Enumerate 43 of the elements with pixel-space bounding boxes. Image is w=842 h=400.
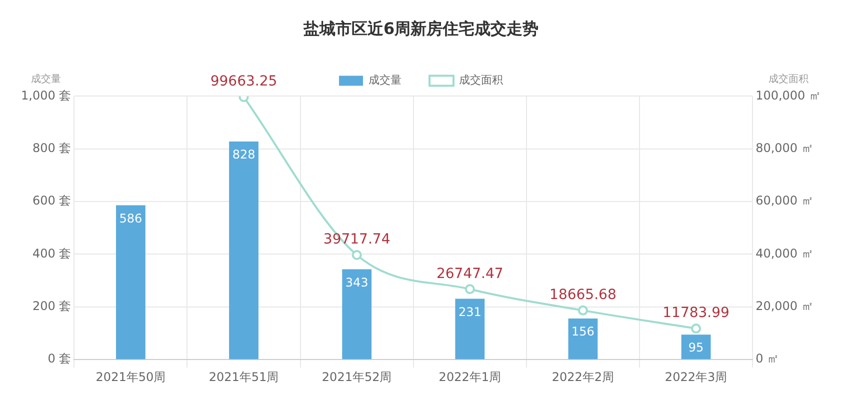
data-label: 95 xyxy=(688,340,704,355)
legend-label: 成交量 xyxy=(368,74,402,87)
y-tick-label: 1,000 套 xyxy=(20,88,72,102)
y-tick-label: 200 套 xyxy=(32,299,72,314)
bar xyxy=(568,318,598,360)
x-tick-label: 2022年3周 xyxy=(664,370,728,384)
data-label: 26747.47 xyxy=(436,266,504,282)
y2-tick-label: 80,000 ㎡ xyxy=(756,141,814,156)
y2-tick-label: 40,000 ㎡ xyxy=(756,246,814,260)
x-tick-label: 2021年50周 xyxy=(96,370,166,384)
data-label: 99663.25 xyxy=(210,74,278,90)
data-label: 586 xyxy=(119,211,142,226)
bar xyxy=(455,298,485,360)
bar xyxy=(342,269,372,360)
data-label: 156 xyxy=(572,324,594,339)
point xyxy=(691,324,702,334)
x-tick-label: 2022年2周 xyxy=(552,370,614,384)
x-tick-label: 2021年52周 xyxy=(322,370,392,384)
point xyxy=(464,284,475,294)
data-label: 828 xyxy=(232,148,256,162)
point xyxy=(578,305,588,316)
y-tick-label: 0 套 xyxy=(48,352,72,366)
y-tick-label: 800 套 xyxy=(32,141,72,156)
y2-tick-label: 0 ㎡ xyxy=(756,352,780,366)
chart-title: 盐城市区近6周新房住宅成交走势 xyxy=(302,18,539,38)
y-tick-label: 400 套 xyxy=(32,246,72,260)
data-label: 18665.68 xyxy=(550,287,616,304)
y2-tick-label: 60,000 ㎡ xyxy=(756,194,814,208)
legend-label: 成交面积 xyxy=(459,74,503,87)
data-label: 231 xyxy=(458,304,482,319)
point xyxy=(352,250,362,260)
data-label: 343 xyxy=(345,275,368,290)
x-tick-label: 2022年1周 xyxy=(438,370,501,384)
y-axis-title: 成交量 xyxy=(31,72,62,85)
y2-axis-title: 成交面积 xyxy=(768,72,808,85)
y-tick-label: 600 套 xyxy=(32,194,72,208)
bar xyxy=(116,205,146,360)
data-label: 39717.74 xyxy=(323,232,390,248)
data-label: 11783.99 xyxy=(662,305,730,322)
bar xyxy=(229,142,258,360)
y2-tick-label: 100,000 ㎡ xyxy=(756,88,821,102)
x-tick-label: 2021年51周 xyxy=(208,370,279,384)
y2-tick-label: 20,000 ㎡ xyxy=(756,299,814,314)
